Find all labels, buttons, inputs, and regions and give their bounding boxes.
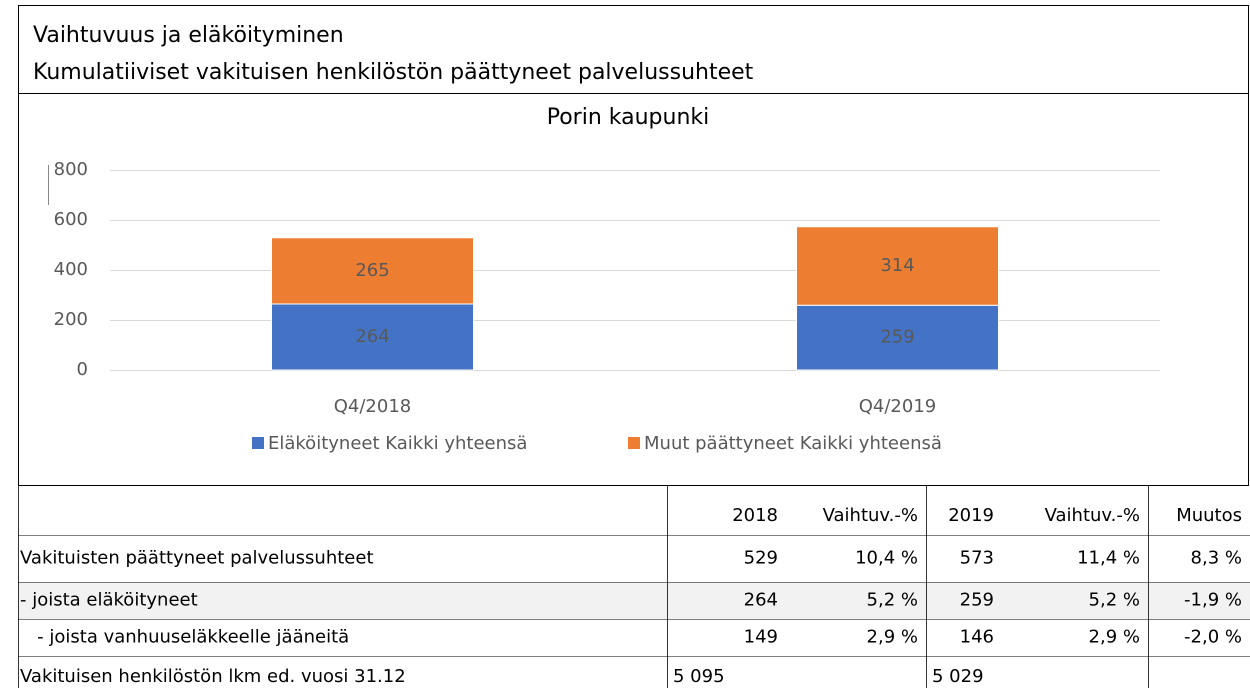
table-cell: 5,2 %: [1089, 590, 1140, 611]
table-cell: 2,9 %: [867, 627, 918, 648]
data-label: 314: [880, 255, 914, 276]
data-label: 264: [355, 326, 389, 347]
row-label: - joista vanhuuseläkkeelle jääneitä: [20, 627, 349, 648]
table-cell: 529: [744, 548, 778, 569]
bar-segment: [796, 226, 999, 306]
bar-segment: [271, 237, 474, 305]
table-cell: 10,4 %: [855, 548, 918, 569]
table-cell: 11,4 %: [1077, 548, 1140, 569]
y-tick-label: 0: [77, 359, 88, 380]
y-tick-label: 200: [54, 309, 88, 330]
column-header: 2019: [948, 505, 994, 526]
chart-frame: [18, 5, 1249, 486]
table-cell: 149: [744, 627, 778, 648]
row-label: Vakituisten päättyneet palvelussuhteet: [20, 548, 374, 569]
data-label: 265: [355, 260, 389, 281]
y-tick-label: 400: [54, 259, 88, 280]
legend-label: Eläköityneet Kaikki yhteensä: [268, 433, 527, 454]
legend-swatch: [628, 437, 640, 449]
column-header: 2018: [732, 505, 778, 526]
table-cell: 5 095: [673, 666, 725, 687]
table-cell: 573: [960, 548, 994, 569]
column-header: Muutos: [1176, 505, 1242, 526]
chart-title: Porin kaupunki: [547, 105, 710, 130]
table-cell: 259: [960, 590, 994, 611]
table-cell: 5 029: [932, 666, 984, 687]
column-header: Vaihtuv.-%: [823, 505, 918, 526]
table-cell: 2,9 %: [1089, 627, 1140, 648]
row-label: - joista eläköityneet: [20, 590, 198, 611]
table-cell: -1,9 %: [1184, 590, 1242, 611]
legend-swatch: [252, 437, 264, 449]
y-tick-label: 600: [54, 209, 88, 230]
table-cell: 5,2 %: [867, 590, 918, 611]
table-cell: 146: [960, 627, 994, 648]
row-shade: [18, 582, 1250, 619]
y-tick-label: 800: [54, 159, 88, 180]
row-label: Vakituisen henkilöstön lkm ed. vuosi 31.…: [20, 666, 406, 687]
bar-segment: [796, 304, 999, 371]
column-header: Vaihtuv.-%: [1045, 505, 1140, 526]
legend-label: Muut päättyneet Kaikki yhteensä: [644, 433, 942, 454]
page-subtitle: Kumulatiiviset vakituisen henkilöstön pä…: [33, 60, 754, 85]
bar-segment: [271, 303, 474, 371]
table-cell: 8,3 %: [1191, 548, 1242, 569]
table-cell: 264: [744, 590, 778, 611]
x-tick-label: Q4/2019: [859, 396, 937, 417]
data-label: 259: [880, 327, 914, 348]
x-tick-label: Q4/2018: [334, 396, 412, 417]
table-cell: -2,0 %: [1184, 627, 1242, 648]
page-title: Vaihtuvuus ja eläköityminen: [33, 23, 344, 48]
